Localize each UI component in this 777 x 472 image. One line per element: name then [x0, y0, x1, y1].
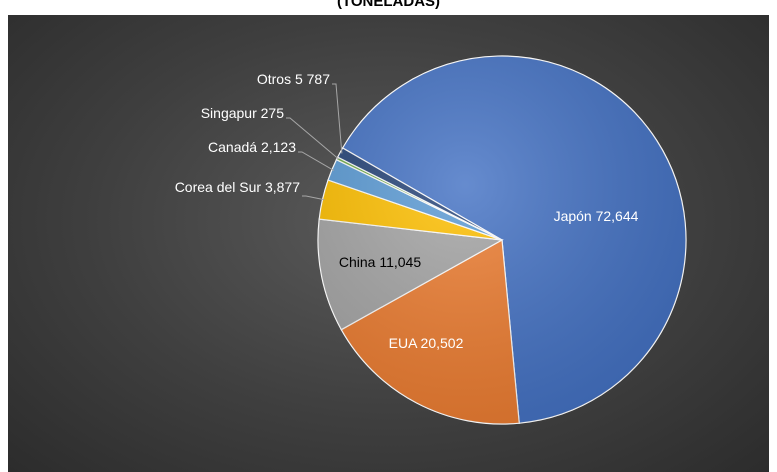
data-label-4: Canadá 2,123: [208, 139, 296, 155]
chart-title: (TONELADAS): [336, 0, 441, 10]
data-label-5: Singapur 275: [201, 105, 285, 121]
leader-line-4: [298, 151, 335, 171]
data-label-0: Japón 72,644: [554, 208, 639, 224]
leader-line-6: [332, 83, 343, 154]
leader-line-5: [286, 117, 340, 160]
leader-line-3: [302, 195, 325, 201]
data-label-1: EUA 20,502: [389, 335, 464, 351]
data-label-2: China 11,045: [339, 254, 421, 270]
data-label-3: Corea del Sur 3,877: [175, 179, 301, 195]
data-label-6: Otros 5 787: [257, 71, 330, 87]
